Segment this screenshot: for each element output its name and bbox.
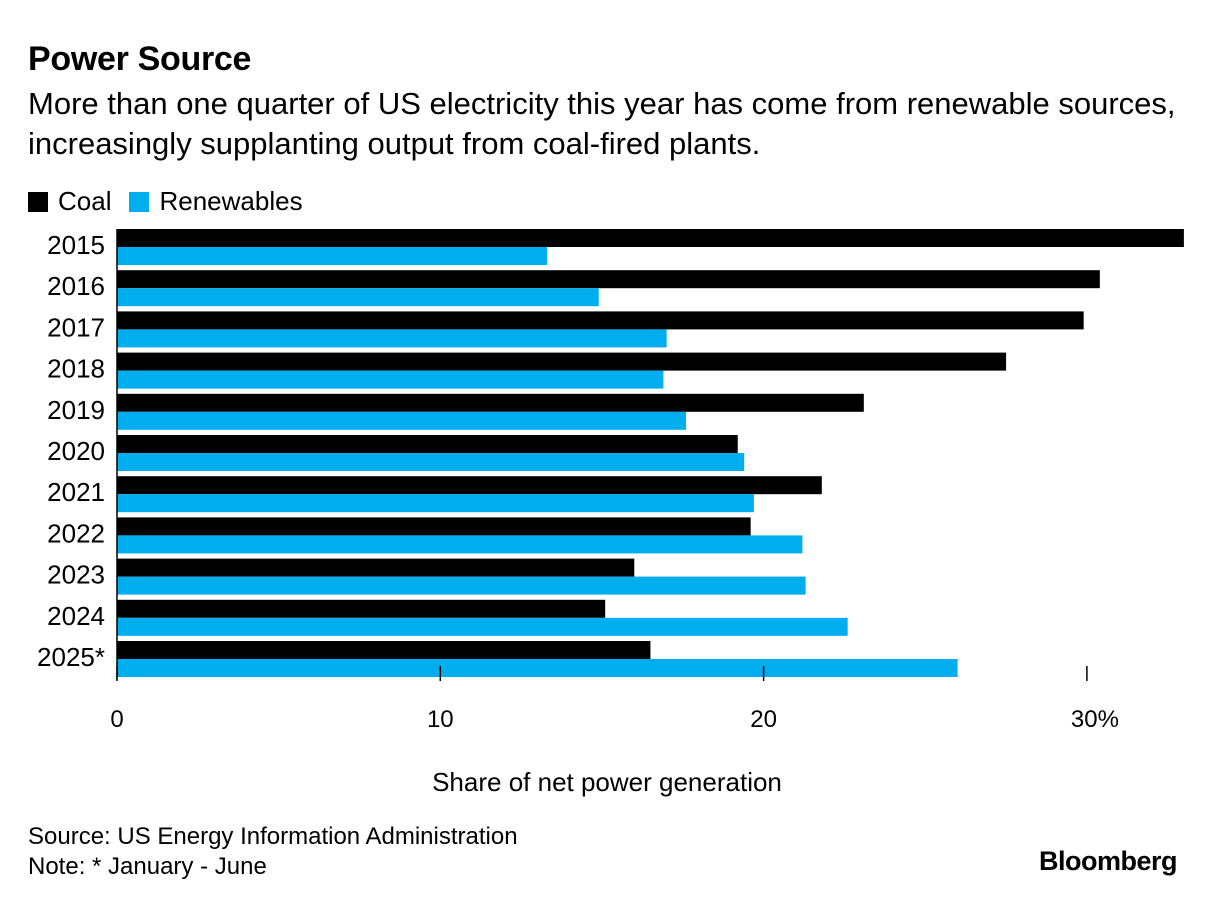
bar-coal-2023 [117,558,635,577]
category-label-2016: 2016 [47,271,105,301]
legend-label-renewables: Renewables [159,186,303,216]
category-label-2022: 2022 [47,518,105,548]
bar-renewables-2020 [117,453,745,471]
bar-coal-2025 [117,641,651,659]
category-label-2020: 2020 [47,436,105,466]
category-label-2025: 2025* [37,642,105,672]
bar-coal-2016 [117,270,1100,289]
x-tick-label-30: 30% [1071,706,1119,733]
category-label-2019: 2019 [47,395,105,425]
x-tick-label-10: 10 [427,706,454,733]
bar-renewables-2024 [117,617,848,636]
x-axis-label: Share of net power generation [432,767,782,797]
x-tick-label-20: 20 [750,706,777,733]
bar-renewables-2021 [117,494,754,513]
legend-swatch-renewables [129,191,150,212]
footer: Source: US Energy Information Administra… [28,822,518,882]
bar-renewables-2016 [117,288,599,307]
bar-coal-2020 [117,435,738,453]
category-label-2017: 2017 [47,312,105,342]
legend: Coal Renewables [28,186,321,217]
bar-coal-2018 [117,352,1007,371]
bar-coal-2022 [117,517,751,536]
bar-coal-2024 [117,599,606,618]
legend-label-coal: Coal [58,186,112,216]
legend-item-renewables: Renewables [129,186,303,217]
footnote: Note: * January - June [28,853,267,880]
chart-title: Power Source [28,40,252,78]
chart-subtitle: More than one quarter of US electricity … [28,86,1176,161]
bar-renewables-2017 [117,329,667,348]
bar-renewables-2023 [117,576,806,595]
category-label-2021: 2021 [47,477,105,507]
legend-swatch-coal [28,191,48,212]
x-tick-label-0: 0 [110,706,123,733]
category-label-2015: 2015 [47,230,105,260]
bar-renewables-2018 [117,370,664,389]
category-label-2023: 2023 [47,560,105,590]
bar-renewables-2019 [117,411,687,430]
source-note: Source: US Energy Information Administra… [28,823,518,850]
bar-renewables-2025 [117,659,958,677]
bar-coal-2021 [117,476,822,495]
category-label-2024: 2024 [47,601,105,631]
category-label-2018: 2018 [47,354,105,384]
bloomberg-logo: Bloomberg [1038,846,1178,876]
bar-renewables-2022 [117,535,803,554]
bar-renewables-2015 [117,247,547,265]
bar-coal-2015 [117,229,1184,247]
bar-coal-2019 [117,393,864,412]
legend-item-coal: Coal [28,186,111,217]
bar-coal-2017 [117,311,1084,330]
